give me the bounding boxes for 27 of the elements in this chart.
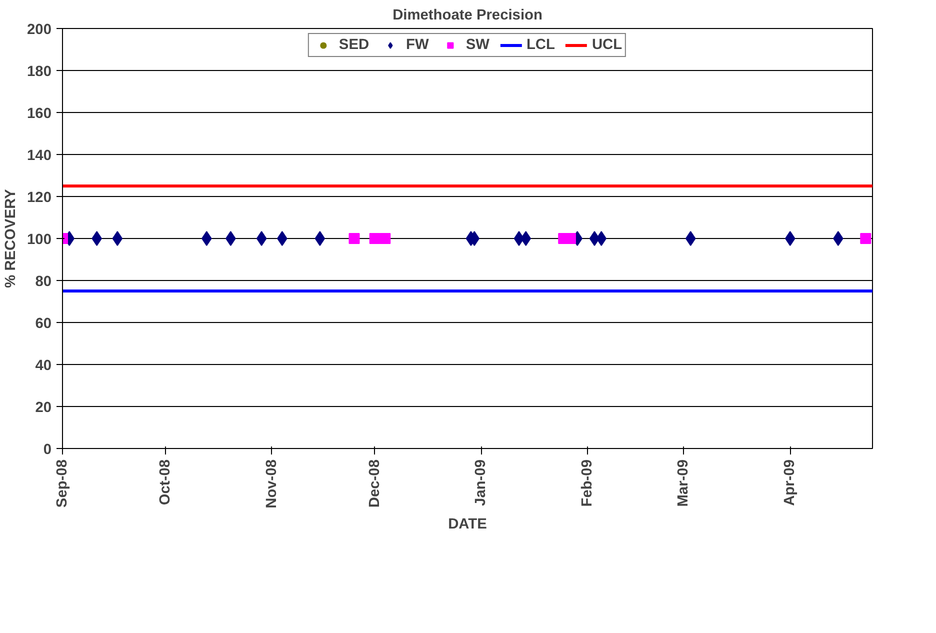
- legend-label: LCL: [526, 37, 555, 53]
- x-tick-label: Sep-08: [54, 460, 70, 508]
- x-tick-label: Feb-09: [580, 459, 596, 507]
- y-tick-label: 120: [27, 190, 52, 206]
- x-tick-label: Nov-08: [264, 459, 280, 508]
- x-tick-label: Apr-09: [782, 459, 798, 506]
- chart-title: Dimethoate Precision: [392, 8, 542, 24]
- legend-label: SED: [338, 37, 370, 53]
- y-tick-label: 200: [27, 22, 52, 38]
- y-tick-label: 80: [35, 274, 52, 290]
- y-tick-label: 60: [35, 316, 52, 332]
- y-tick-label: 180: [27, 64, 52, 80]
- x-tick-label: Dec-08: [366, 459, 383, 508]
- x-axis-title: DATE: [448, 516, 488, 532]
- x-tick-label: Mar-09: [676, 459, 692, 507]
- legend-label: SW: [466, 37, 490, 53]
- y-tick-label: 40: [35, 358, 52, 374]
- y-tick-label: 140: [27, 148, 52, 164]
- y-tick-label: 0: [43, 442, 52, 458]
- y-axis-title: % RECOVERY: [3, 188, 20, 288]
- x-tick-label: Jan-09: [473, 459, 490, 506]
- legend-label: FW: [406, 37, 429, 53]
- y-tick-label: 160: [27, 106, 52, 122]
- y-tick-label: 20: [35, 400, 52, 416]
- x-tick-label: Oct-08: [157, 459, 174, 506]
- legend-label: UCL: [592, 37, 622, 53]
- y-tick-label: 100: [27, 232, 52, 248]
